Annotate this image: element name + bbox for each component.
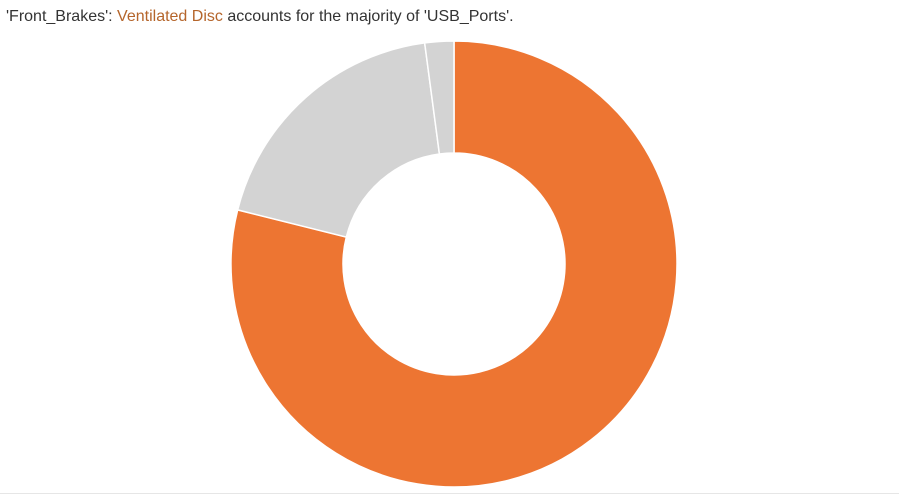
donut-slices (230, 40, 678, 488)
chart-title-prefix: 'Front_Brakes': (6, 8, 118, 25)
chart-title-suffix: accounts for the majority of 'USB_Ports'… (222, 8, 514, 25)
donut-slice-3 (423, 40, 455, 155)
bottom-divider (0, 493, 899, 494)
donut-slice-1 (230, 40, 678, 488)
chart-title: 'Front_Brakes': Ventilated Disc accounts… (6, 8, 514, 26)
chart-title-highlight: Ventilated Disc (117, 8, 223, 25)
donut-slice-2 (236, 42, 441, 238)
